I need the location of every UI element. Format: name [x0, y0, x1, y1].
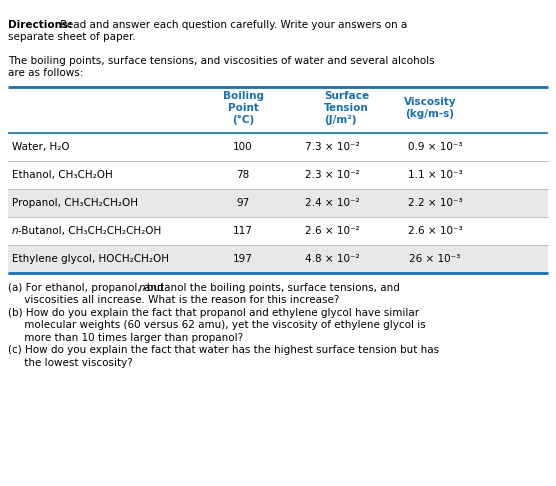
Text: 78: 78 — [236, 170, 250, 180]
Text: the lowest viscosity?: the lowest viscosity? — [8, 358, 133, 368]
Text: n: n — [139, 283, 146, 293]
Text: Surface: Surface — [324, 91, 369, 101]
Text: (J/m²): (J/m²) — [324, 115, 356, 125]
Text: Propanol, CH₃CH₂CH₂OH: Propanol, CH₃CH₂CH₂OH — [12, 198, 138, 208]
Text: more than 10 times larger than propanol?: more than 10 times larger than propanol? — [8, 333, 243, 343]
Text: 197: 197 — [233, 254, 253, 264]
Text: molecular weights (60 versus 62 amu), yet the viscosity of ethylene glycol is: molecular weights (60 versus 62 amu), ye… — [8, 320, 426, 330]
Bar — [8, 245, 548, 273]
Text: (°C): (°C) — [232, 115, 254, 125]
Text: 2.4 × 10⁻²: 2.4 × 10⁻² — [305, 198, 359, 208]
Text: 26 × 10⁻³: 26 × 10⁻³ — [409, 254, 460, 264]
Text: 2.6 × 10⁻²: 2.6 × 10⁻² — [305, 226, 359, 236]
Text: Water, H₂O: Water, H₂O — [12, 142, 70, 152]
Text: 100: 100 — [233, 142, 253, 152]
Text: 2.3 × 10⁻²: 2.3 × 10⁻² — [305, 170, 359, 180]
Text: Directions:: Directions: — [8, 20, 72, 30]
Text: Read and answer each question carefully. Write your answers on a: Read and answer each question carefully.… — [57, 20, 407, 30]
Text: The boiling points, surface tensions, and viscosities of water and several alcoh: The boiling points, surface tensions, an… — [8, 56, 435, 66]
Bar — [8, 189, 548, 217]
Text: (a) For ethanol, propanol, and: (a) For ethanol, propanol, and — [8, 283, 167, 293]
Text: (kg/m-s): (kg/m-s) — [405, 109, 454, 119]
Text: 7.3 × 10⁻²: 7.3 × 10⁻² — [305, 142, 359, 152]
Text: Point: Point — [227, 103, 259, 113]
Text: Ethanol, CH₃CH₂OH: Ethanol, CH₃CH₂OH — [12, 170, 113, 180]
Text: are as follows:: are as follows: — [8, 68, 83, 78]
Text: Tension: Tension — [324, 103, 369, 113]
Text: 97: 97 — [236, 198, 250, 208]
Text: 1.1 × 10⁻³: 1.1 × 10⁻³ — [408, 170, 462, 180]
Text: Viscosity: Viscosity — [404, 97, 456, 107]
Text: n: n — [12, 226, 18, 236]
Text: 2.6 × 10⁻³: 2.6 × 10⁻³ — [408, 226, 462, 236]
Text: (c) How do you explain the fact that water has the highest surface tension but h: (c) How do you explain the fact that wat… — [8, 345, 439, 355]
Text: (b) How do you explain the fact that propanol and ethylene glycol have similar: (b) How do you explain the fact that pro… — [8, 308, 419, 318]
Text: 2.2 × 10⁻³: 2.2 × 10⁻³ — [408, 198, 462, 208]
Text: -Butanol, CH₃CH₂CH₂CH₂OH: -Butanol, CH₃CH₂CH₂CH₂OH — [17, 226, 161, 236]
Text: 0.9 × 10⁻³: 0.9 × 10⁻³ — [408, 142, 462, 152]
Text: 4.8 × 10⁻²: 4.8 × 10⁻² — [305, 254, 359, 264]
Text: separate sheet of paper.: separate sheet of paper. — [8, 32, 136, 42]
Text: 117: 117 — [233, 226, 253, 236]
Text: -butanol the boiling points, surface tensions, and: -butanol the boiling points, surface ten… — [143, 283, 400, 293]
Text: viscosities all increase. What is the reason for this increase?: viscosities all increase. What is the re… — [8, 295, 339, 305]
Text: Boiling: Boiling — [222, 91, 264, 101]
Text: Ethylene glycol, HOCH₂CH₂OH: Ethylene glycol, HOCH₂CH₂OH — [12, 254, 169, 264]
